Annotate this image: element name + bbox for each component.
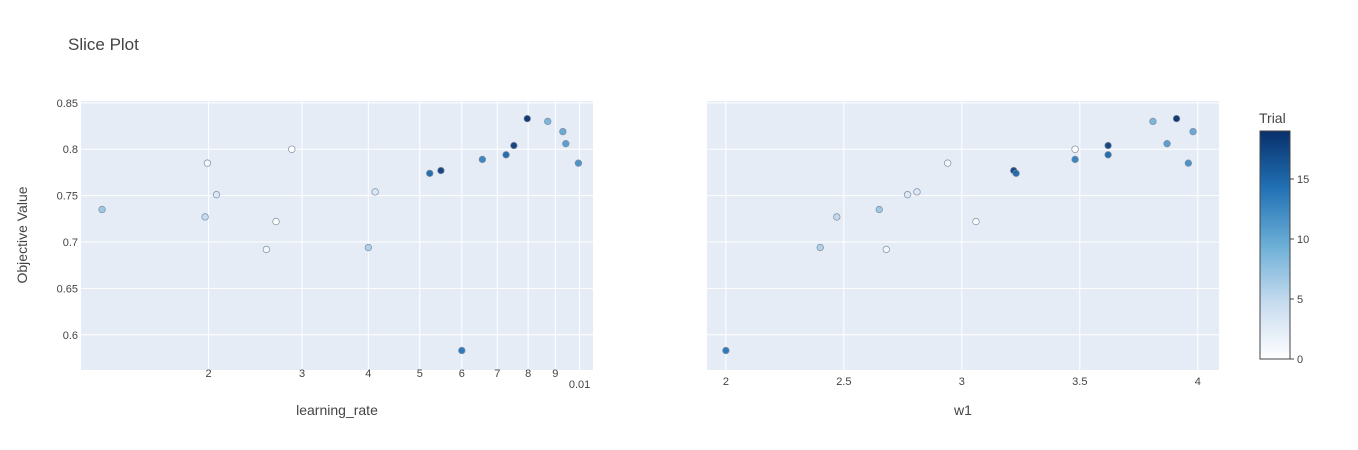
x-tick-label: 3.5 [1072,376,1087,388]
x-tick-label: 5 [417,368,423,380]
plot-area-1 [81,101,593,370]
x-axis-label: learning_rate [296,402,378,418]
x-tick-label: 3 [299,368,305,380]
data-point [972,217,980,226]
data-point [944,159,952,167]
y-tick-label: 0.75 [57,191,78,203]
data-point [502,151,510,159]
data-point [272,217,280,226]
data-point [1189,127,1197,136]
data-point [201,213,209,221]
data-point [203,159,212,167]
data-point [1104,141,1112,150]
x-tick-label: 0.01 [569,379,590,391]
data-point [523,114,531,123]
x-tick-label: 2.5 [836,376,851,388]
chart-title: Slice Plot [68,35,139,54]
x-tick-label: 9 [552,368,558,380]
data-point [458,346,466,355]
data-point [722,346,730,355]
x-axis-label: w1 [953,402,972,418]
y-tick-label: 0.65 [57,283,78,295]
y-axis-label: Objective Value [14,186,30,283]
data-point [478,155,487,164]
data-point [1071,155,1079,164]
data-point [816,243,824,252]
data-point [875,205,883,214]
data-point [1184,159,1192,167]
colorbar-tick-label: 0 [1297,354,1303,366]
subplot-2: 2 2.5 3 3.5 4 w1 [707,101,1219,418]
data-point [364,243,372,252]
data-point [212,191,221,199]
data-point [1149,117,1157,126]
data-point [544,117,552,126]
x-tick-label: 2 [723,376,729,388]
data-point [1012,169,1020,178]
x-tick-label: 6 [459,368,465,380]
colorbar: Trial 0 5 10 15 [1259,110,1309,366]
x-tick-label: 8 [525,368,531,380]
colorbar-tick-label: 15 [1297,174,1309,186]
x-tick-label: 3 [959,376,965,388]
plot-area-2 [707,101,1219,370]
data-point [1104,151,1112,159]
data-point [1163,140,1171,148]
data-point [371,188,379,196]
colorbar-scale [1259,130,1291,360]
data-point [903,191,912,199]
colorbar-tick-label: 10 [1297,234,1309,246]
colorbar-title: Trial [1259,110,1286,126]
x-tick-label: 4 [365,368,371,380]
y-tick-label: 0.8 [63,144,78,156]
x-tick-label: 7 [494,368,500,380]
data-point [262,245,271,254]
x-tick-label: 2 [206,368,212,380]
data-point [437,166,445,175]
x-tick-label: 4 [1195,376,1201,388]
data-point [559,127,567,136]
y-tick-label: 0.6 [63,330,78,342]
data-point [562,140,570,148]
data-point [833,213,841,221]
data-point [913,188,921,196]
data-point [882,245,890,254]
data-point [1172,114,1181,123]
y-tick-label: 0.85 [57,98,78,110]
y-tick-label: 0.7 [63,237,78,249]
colorbar-tick-label: 5 [1297,294,1303,306]
data-point [510,141,518,150]
data-point [98,205,106,214]
subplots: 0.6 0.65 0.7 0.75 0.8 0.85 2 3 4 5 6 7 8 9 0.01 learnin… [57,98,1219,418]
subplot-1: 0.6 0.65 0.7 0.75 0.8 0.85 2 3 4 5 6 7 8 9 0.01 learnin… [57,98,593,418]
data-point [574,159,583,167]
data-point [288,145,296,153]
data-point [426,169,434,178]
data-point [1071,145,1079,153]
